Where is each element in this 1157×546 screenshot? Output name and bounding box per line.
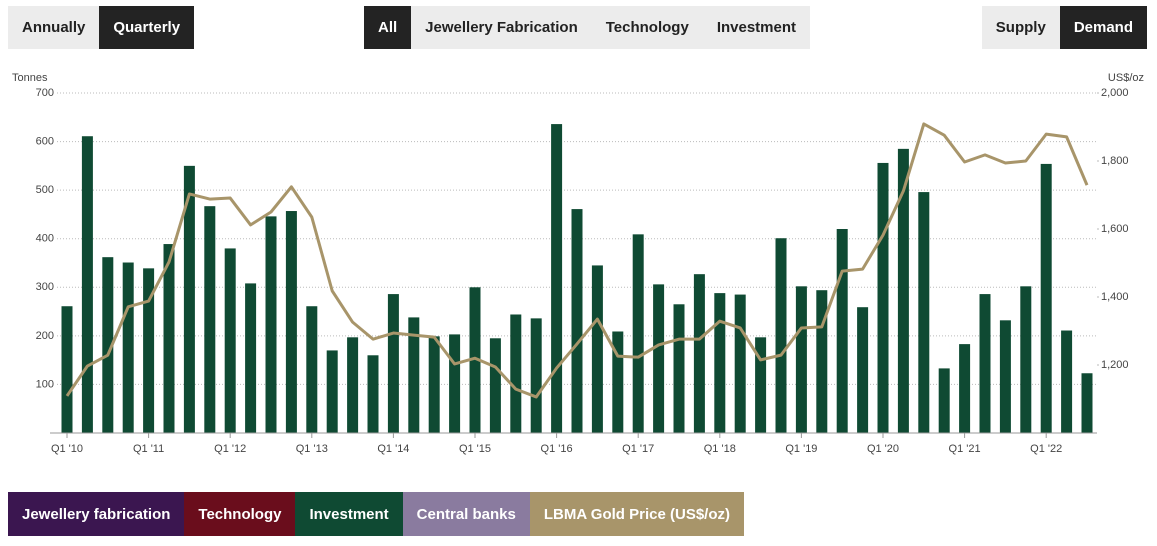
bar <box>755 337 767 433</box>
bar <box>918 192 930 433</box>
sector-button[interactable]: Technology <box>591 6 703 49</box>
bar <box>387 294 399 433</box>
bar <box>877 162 889 433</box>
bar <box>959 344 971 433</box>
bar <box>102 257 114 433</box>
bar <box>489 338 501 433</box>
y-tick-label: 200 <box>36 330 54 342</box>
bar <box>183 165 195 433</box>
bar <box>347 337 359 433</box>
bar <box>285 211 297 433</box>
x-tick-label: Q1 '13 <box>296 443 328 455</box>
y2-tick-label: 1,200 <box>1101 359 1129 371</box>
legend-button[interactable]: Central banks <box>402 492 530 536</box>
chart: Tonnes US$/oz 100 200 300 400 500 600 700 1,200… <box>12 72 1144 455</box>
bar <box>632 234 644 433</box>
bar <box>897 148 909 433</box>
legend-button[interactable]: Technology <box>184 492 296 536</box>
period-button[interactable]: Annually <box>8 6 100 49</box>
legend: Jewellery fabrication Technology Investmen… <box>8 492 744 536</box>
bar <box>938 368 950 433</box>
bar <box>61 306 73 433</box>
view-button[interactable]: Supply <box>981 6 1060 49</box>
y2-axis-title: US$/oz <box>1108 72 1144 84</box>
bar <box>551 124 563 433</box>
y-tick-label: 600 <box>36 135 54 147</box>
bar <box>224 248 236 433</box>
bar <box>714 293 726 433</box>
bar <box>979 294 991 433</box>
x-tick-label: Q1 '22 <box>1030 443 1062 455</box>
bar <box>204 206 216 433</box>
bar <box>408 317 420 433</box>
legend-button[interactable]: LBMA Gold Price (US$/oz) <box>529 492 744 536</box>
bar <box>1040 163 1052 433</box>
sector-button[interactable]: Investment <box>702 6 811 49</box>
bar <box>857 307 869 433</box>
sector-toggle: All Jewellery Fabrication Technology Inv… <box>364 6 811 49</box>
x-tick-label: Q1 '21 <box>949 443 981 455</box>
bar <box>1061 330 1073 433</box>
x-tick-label: Q1 '15 <box>459 443 491 455</box>
bar <box>734 294 746 433</box>
price-line <box>65 122 1089 399</box>
bar <box>449 334 461 433</box>
bar <box>612 331 624 433</box>
period-toggle: Annually Quarterly <box>8 6 195 49</box>
bar <box>795 286 807 433</box>
bar <box>326 350 338 433</box>
x-tick-label: Q1 '11 <box>133 443 164 455</box>
bar <box>653 284 665 433</box>
x-tick-label: Q1 '16 <box>541 443 573 455</box>
x-tick-label: Q1 '10 <box>51 443 83 455</box>
x-tick-label: Q1 '17 <box>622 443 654 455</box>
view-toggle: Supply Demand <box>981 6 1147 49</box>
bar <box>816 290 828 433</box>
x-tick-label: Q1 '19 <box>785 443 817 455</box>
bar <box>591 265 603 433</box>
bar <box>999 320 1011 433</box>
y2-tick-label: 1,400 <box>1101 291 1129 303</box>
bar <box>428 336 440 433</box>
bar <box>367 355 379 433</box>
sector-button[interactable]: All <box>364 6 412 49</box>
bar <box>245 283 257 433</box>
bar <box>163 244 175 433</box>
y-tick-label: 100 <box>36 378 54 390</box>
bar <box>571 209 583 433</box>
period-button[interactable]: Quarterly <box>99 6 195 49</box>
bar <box>469 287 481 433</box>
y2-tick-label: 1,800 <box>1101 155 1129 167</box>
y2-tick-label: 2,000 <box>1101 87 1129 99</box>
bar <box>510 314 522 433</box>
y2-tick-label: 1,600 <box>1101 223 1129 235</box>
y-tick-label: 700 <box>36 87 54 99</box>
bar <box>775 238 787 433</box>
bar <box>1020 286 1032 433</box>
bar <box>693 274 705 433</box>
bar <box>143 268 155 433</box>
y-tick-label: 400 <box>36 233 54 245</box>
x-tick-label: Q1 '20 <box>867 443 899 455</box>
bar <box>673 304 685 433</box>
bar <box>81 136 93 433</box>
bar <box>836 229 848 433</box>
bar <box>1081 373 1093 433</box>
view-button[interactable]: Demand <box>1059 6 1147 49</box>
x-tick-label: Q1 '12 <box>214 443 246 455</box>
bar <box>306 306 318 433</box>
y-tick-label: 500 <box>36 184 54 196</box>
y-tick-label: 300 <box>36 281 54 293</box>
sector-button[interactable]: Jewellery Fabrication <box>411 6 592 49</box>
bar <box>265 216 277 433</box>
y-axis-title: Tonnes <box>12 72 48 84</box>
x-tick-label: Q1 '14 <box>377 443 409 455</box>
legend-button[interactable]: Investment <box>295 492 403 536</box>
x-tick-label: Q1 '18 <box>704 443 736 455</box>
bar <box>530 318 542 433</box>
legend-button[interactable]: Jewellery fabrication <box>8 492 185 536</box>
bar <box>122 262 134 433</box>
